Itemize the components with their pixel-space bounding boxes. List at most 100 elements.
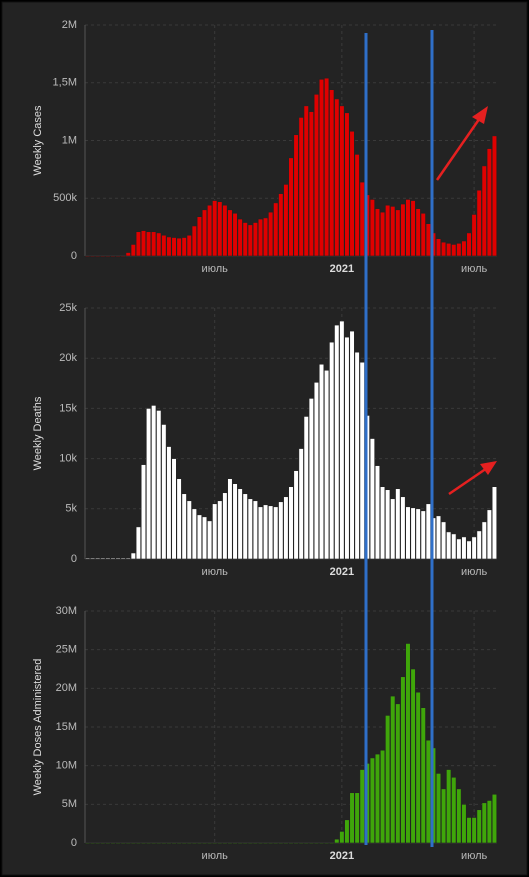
y-axis-label: Weekly Doses Administered — [32, 659, 44, 796]
bar — [268, 211, 274, 257]
bar — [466, 232, 472, 257]
arrow — [448, 461, 497, 496]
bar — [212, 200, 218, 257]
bar — [298, 117, 304, 257]
y-tick-label: 1M — [62, 134, 77, 146]
bar — [161, 424, 167, 560]
bar — [196, 842, 203, 845]
bar — [481, 165, 487, 257]
bar — [354, 154, 360, 257]
bar — [344, 112, 350, 257]
bar — [181, 493, 187, 560]
bar — [115, 842, 121, 845]
y-tick-label: 20M — [56, 682, 77, 694]
bar — [140, 230, 147, 257]
bar — [293, 134, 299, 257]
bar — [313, 94, 320, 257]
bar — [349, 330, 355, 560]
bar — [349, 792, 355, 844]
bar — [207, 204, 213, 257]
bar — [491, 135, 498, 257]
bar — [176, 237, 182, 257]
bar — [329, 842, 335, 845]
bar — [222, 204, 228, 257]
bar — [237, 842, 243, 845]
bar — [308, 398, 314, 560]
bar — [293, 842, 299, 845]
bar — [471, 536, 477, 560]
x-tick-label: июль — [461, 263, 488, 275]
bar — [354, 351, 360, 560]
bar — [207, 520, 213, 560]
bar — [359, 361, 365, 560]
bar — [420, 510, 426, 560]
y-axis-label: Weekly Deaths — [32, 396, 44, 470]
bar — [313, 381, 320, 560]
y-tick-label: 10M — [56, 760, 77, 772]
y-tick-label: 25M — [56, 644, 77, 656]
bar — [232, 483, 238, 560]
bar — [171, 842, 177, 845]
y-tick-label: 15M — [56, 721, 77, 733]
x-tick-label: июль — [202, 850, 229, 862]
y-tick-label: 0 — [71, 837, 77, 849]
bar — [308, 842, 314, 845]
bar — [410, 200, 416, 257]
bar — [145, 842, 152, 845]
bar — [278, 501, 284, 560]
y-tick-label: 0 — [71, 250, 77, 262]
bar — [191, 225, 197, 257]
bar — [349, 130, 355, 257]
y-tick-label: 0 — [71, 553, 77, 565]
bar — [476, 189, 482, 257]
bar — [207, 842, 213, 845]
bar — [100, 557, 106, 560]
bar — [140, 842, 147, 845]
bar — [105, 557, 111, 560]
bar — [181, 237, 187, 257]
bar — [379, 211, 386, 257]
bar — [435, 238, 442, 257]
bar — [217, 842, 223, 845]
bar — [339, 105, 345, 257]
bar — [374, 753, 381, 844]
bar — [181, 842, 187, 845]
bar — [257, 506, 264, 560]
bar — [385, 715, 391, 844]
bar — [329, 89, 335, 257]
bar — [283, 184, 289, 257]
bar — [390, 498, 396, 560]
bar — [318, 842, 325, 845]
bar — [262, 217, 269, 257]
y-tick-label: 20k — [59, 352, 77, 364]
bar — [252, 500, 258, 560]
bar — [324, 77, 330, 257]
bar — [186, 842, 192, 845]
bar — [120, 842, 126, 845]
bar — [466, 540, 472, 560]
bar — [283, 842, 289, 845]
x-tick-label: 2021 — [330, 263, 354, 275]
bar — [415, 508, 421, 560]
bar — [262, 504, 269, 560]
bar — [252, 842, 258, 845]
bar — [268, 505, 274, 560]
y-tick-label: 15k — [59, 402, 77, 414]
bar — [90, 255, 96, 258]
bar — [400, 203, 406, 257]
bar — [125, 842, 131, 845]
bar — [171, 237, 177, 257]
bar — [410, 668, 416, 844]
x-tick-label: 2021 — [330, 566, 354, 578]
bar — [395, 209, 401, 257]
bar — [120, 255, 126, 258]
bar — [278, 193, 284, 257]
bar — [242, 222, 248, 257]
bar — [273, 842, 279, 845]
bar — [90, 557, 96, 560]
bar — [130, 244, 136, 257]
bar — [115, 557, 121, 560]
bar — [130, 842, 136, 845]
